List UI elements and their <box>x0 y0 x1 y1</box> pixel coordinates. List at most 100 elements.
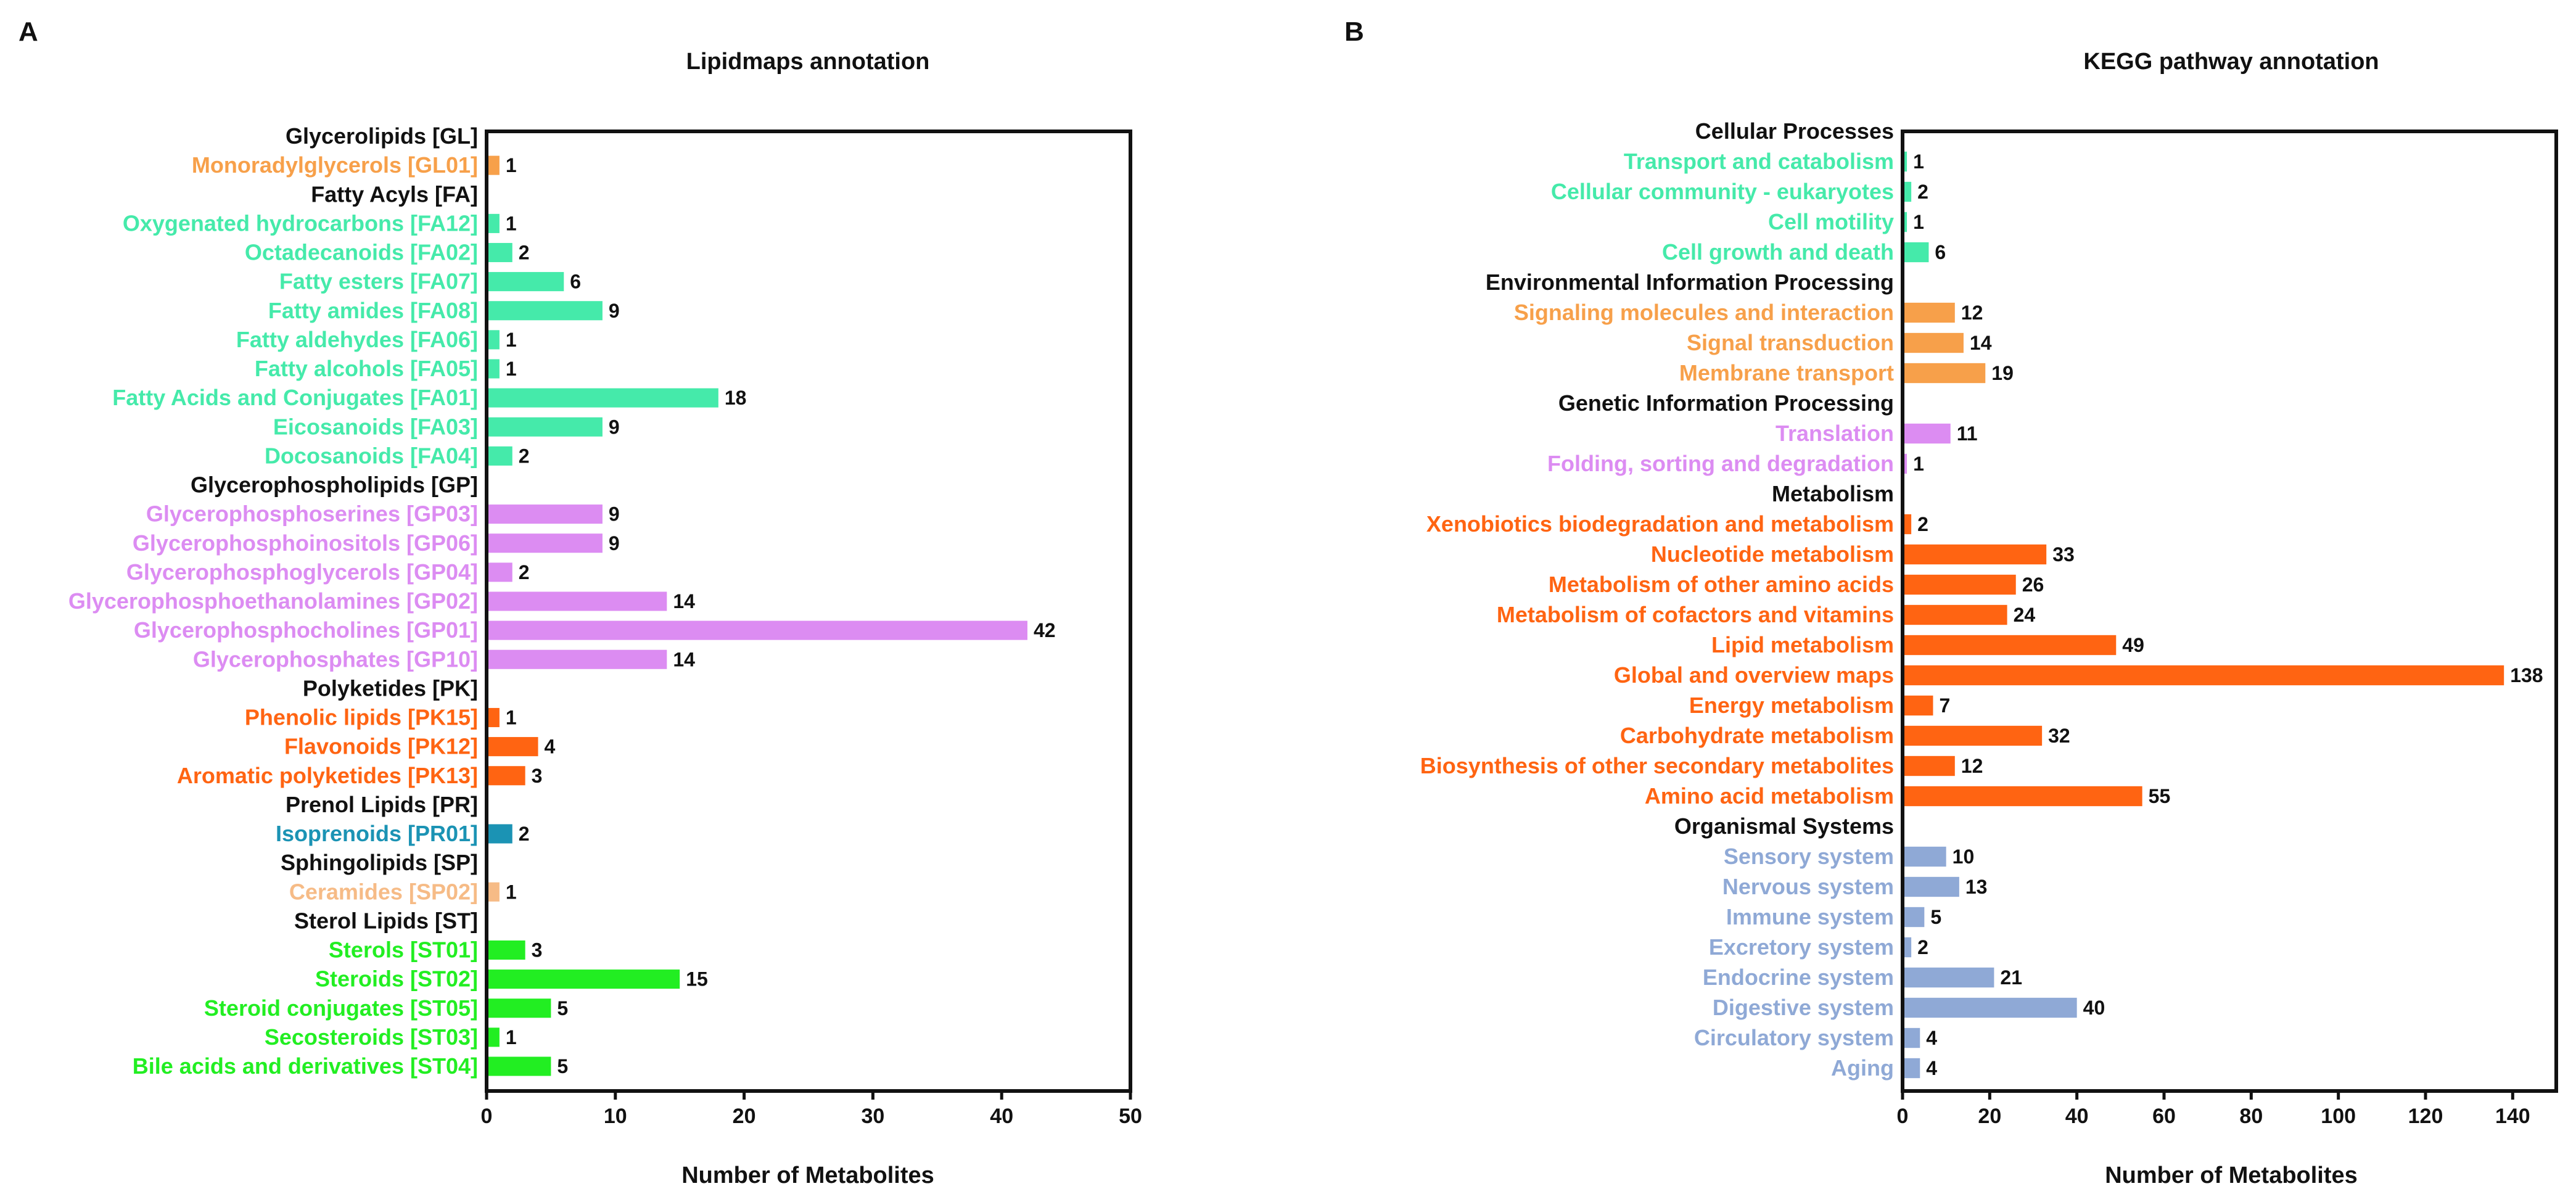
bar-label: Cell motility <box>1768 209 1894 234</box>
data-label: 2 <box>1917 936 1928 958</box>
bar <box>487 620 1027 640</box>
bar-label: Xenobiotics biodegradation and metabolis… <box>1426 511 1894 537</box>
bar <box>487 417 603 437</box>
bar <box>487 882 500 902</box>
bar <box>1903 786 2142 807</box>
category-header: Genetic Information Processing <box>1558 390 1894 416</box>
data-label: 2 <box>519 561 530 583</box>
bar <box>487 591 667 611</box>
bar <box>487 242 512 263</box>
x-tick-label: 0 <box>1897 1105 1909 1128</box>
panel-label-b: B <box>1344 17 1364 47</box>
bar <box>487 998 551 1018</box>
bar <box>1903 332 1964 353</box>
bar-label: Folding, sorting and degradation <box>1547 451 1894 476</box>
data-label: 1 <box>506 329 517 351</box>
bar <box>487 388 718 408</box>
bar-label: Docosanoids [FA04] <box>265 443 478 468</box>
data-label: 1 <box>506 1026 517 1048</box>
x-tick-label: 80 <box>2239 1105 2263 1128</box>
bar-label: Steroid conjugates [ST05] <box>204 995 478 1021</box>
bar <box>487 272 564 292</box>
bar-label: Sterols [ST01] <box>329 937 478 963</box>
bar-label: Carbohydrate metabolism <box>1620 723 1894 748</box>
bar <box>1903 967 1994 988</box>
data-label: 4 <box>1926 1057 1937 1079</box>
data-label: 19 <box>1991 362 2014 384</box>
bar-label: Global and overview maps <box>1614 662 1894 688</box>
bar-label: Digestive system <box>1713 995 1894 1020</box>
category-header: Polyketides [PK] <box>303 675 478 701</box>
bar-label: Aging <box>1831 1055 1894 1081</box>
category-header: Environmental Information Processing <box>1486 270 1894 295</box>
bar <box>1903 453 1907 474</box>
data-label: 5 <box>1930 906 1941 928</box>
bar-label: Lipid metabolism <box>1711 632 1894 657</box>
data-label: 1 <box>506 881 517 903</box>
data-label: 138 <box>2510 664 2543 686</box>
plot-frame <box>1901 130 2558 1093</box>
x-tick-label: 20 <box>733 1105 756 1128</box>
bar <box>487 213 500 233</box>
bar-label: Glycerophosphoserines [GP03] <box>146 501 478 527</box>
data-label: 42 <box>1034 619 1056 641</box>
bar-label: Glycerophosphoethanolamines [GP02] <box>68 588 478 614</box>
bar-label: Steroids [ST02] <box>315 966 478 992</box>
bar-label: Metabolism of other amino acids <box>1549 572 1894 597</box>
data-label: 5 <box>557 997 568 1019</box>
data-label: 5 <box>557 1055 568 1077</box>
data-label: 55 <box>2149 785 2171 807</box>
bar <box>1903 363 1986 384</box>
bar <box>487 359 500 379</box>
x-tick-label: 10 <box>604 1105 627 1128</box>
bar <box>487 155 500 175</box>
data-label: 9 <box>609 300 620 322</box>
bar <box>1903 695 1933 716</box>
data-label: 6 <box>570 271 581 293</box>
bar-label: Isoprenoids [PR01] <box>276 821 478 846</box>
panel-label-a: A <box>19 17 38 47</box>
data-label: 33 <box>2052 543 2075 566</box>
data-label: 32 <box>2048 725 2070 747</box>
bar-label: Bile acids and derivatives [ST04] <box>133 1053 478 1079</box>
bar-label: Transport and catabolism <box>1624 149 1894 174</box>
bar-label: Glycerophosphoinositols [GP06] <box>133 530 478 556</box>
data-label: 12 <box>1961 302 1983 324</box>
bar <box>487 1027 500 1047</box>
data-label: 14 <box>673 648 695 670</box>
data-label: 9 <box>609 416 620 438</box>
bar-label: Flavonoids [PK12] <box>284 734 478 759</box>
category-header: Glycerolipids [GL] <box>286 123 478 149</box>
data-label: 9 <box>609 503 620 525</box>
bar <box>487 824 512 844</box>
bar <box>1903 212 1907 233</box>
bar <box>1903 302 1955 323</box>
bar <box>487 562 512 582</box>
bar <box>1903 181 1912 202</box>
data-label: 21 <box>2000 966 2022 989</box>
bar <box>487 330 500 350</box>
bar <box>487 1056 551 1076</box>
bar <box>487 649 667 669</box>
bar-label: Oxygenated hydrocarbons [FA12] <box>123 210 478 236</box>
bar <box>487 766 525 786</box>
category-header: Sphingolipids [SP] <box>281 850 478 875</box>
bar <box>1903 997 2077 1018</box>
bar-label: Glycerophosphoglycerols [GP04] <box>126 559 478 585</box>
x-tick-label: 140 <box>2495 1105 2530 1128</box>
bar <box>487 533 603 553</box>
data-label: 40 <box>2083 997 2105 1019</box>
bar <box>1903 242 1929 263</box>
data-label: 26 <box>2022 574 2044 596</box>
bar <box>1903 937 1912 958</box>
x-tick-label: 40 <box>2065 1105 2089 1128</box>
category-header: Prenol Lipids [PR] <box>286 792 478 817</box>
kegg-chart: B KEGG pathway annotation Number of Meta… <box>1344 17 2558 1188</box>
bar-label: Nucleotide metabolism <box>1651 541 1894 567</box>
bar-label: Biosynthesis of other secondary metaboli… <box>1420 753 1894 778</box>
data-label: 14 <box>1970 332 1992 354</box>
bar-label: Endocrine system <box>1703 965 1894 990</box>
bar <box>1903 725 2043 746</box>
bar <box>487 504 603 524</box>
